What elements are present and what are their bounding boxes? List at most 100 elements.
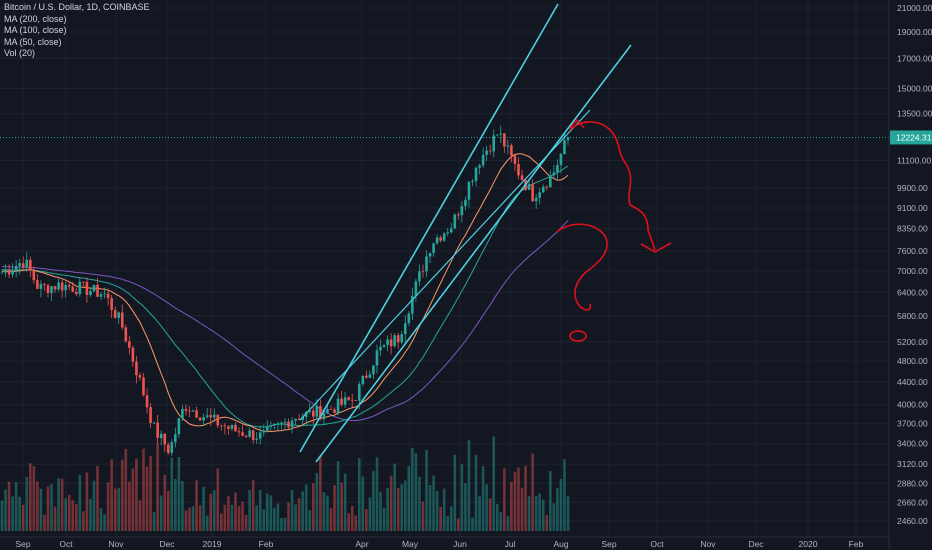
volume-bar — [21, 504, 25, 531]
candle-body — [18, 263, 21, 266]
price-axis[interactable]: 21000.00 19000.00 17000.00 15000.00 13500.00… — [890, 3, 932, 526]
red-up-marker[interactable] — [569, 118, 585, 129]
volume-bar — [393, 463, 396, 531]
grid — [0, 0, 889, 537]
candle-body — [21, 263, 25, 268]
volume-bar — [202, 486, 205, 531]
red-arrow-head[interactable] — [640, 242, 672, 253]
volume-bar — [503, 468, 506, 531]
candle-body — [319, 406, 322, 420]
candle-body — [559, 154, 563, 165]
channel-upper-line[interactable] — [299, 3, 559, 453]
candle-body — [159, 433, 163, 439]
candle-body — [273, 423, 276, 426]
candle-body — [128, 341, 131, 348]
candle-body — [425, 256, 428, 272]
candle-body — [297, 418, 301, 421]
volume-bar — [181, 481, 184, 531]
candle-body — [400, 334, 404, 343]
volume-bar — [110, 459, 113, 531]
price-tick-label: 9100.00 — [897, 203, 928, 213]
candle-body — [538, 192, 541, 198]
volume-bar — [188, 507, 191, 531]
candle-body — [350, 399, 354, 401]
candle-body — [110, 298, 113, 310]
current-price-badge — [890, 130, 932, 145]
candle-body — [541, 186, 545, 193]
legend-symbol[interactable]: Bitcoin / U.S. Dollar, 1D, COINBASE — [4, 2, 150, 12]
volume-bar — [379, 491, 382, 531]
legend-ma200[interactable]: MA (200, close) — [4, 13, 67, 24]
time-axis[interactable]: Sep Oct Nov Dec 2019 Feb Apr May Jun Jul Aug Sep Oct… — [15, 539, 863, 549]
candle-body — [566, 137, 570, 141]
candle-body — [241, 432, 244, 436]
volume-bar — [67, 494, 71, 531]
candle-body — [474, 167, 478, 182]
candle-body — [280, 422, 283, 424]
candle-body — [411, 295, 414, 314]
drawings[interactable] — [299, 3, 672, 463]
volume-bar — [382, 507, 386, 531]
candle-body — [393, 335, 396, 347]
volume-bar — [195, 480, 198, 531]
candle-body — [244, 435, 248, 437]
price-tick-label: 2880.00 — [897, 478, 928, 488]
candle-body — [64, 285, 67, 291]
price-tick-label: 19000.00 — [897, 27, 932, 37]
volume-bar — [103, 514, 106, 531]
candle-body — [39, 284, 43, 289]
volume-bar — [273, 507, 276, 531]
price-tick-label: 5800.00 — [897, 311, 928, 321]
candle-body — [234, 424, 237, 432]
candle-body — [36, 280, 39, 289]
candle-body — [432, 243, 435, 253]
channel-middle-line[interactable] — [315, 44, 632, 463]
candle-body — [545, 186, 549, 188]
volume-bar — [276, 503, 280, 531]
legend-ma50[interactable]: MA (50, close) — [4, 36, 62, 47]
channel-lower-line[interactable] — [299, 109, 591, 421]
red-arrow-path[interactable] — [569, 121, 656, 251]
volume-bar — [283, 517, 287, 531]
volume-bar — [460, 464, 464, 531]
volume-bar — [237, 506, 241, 531]
time-tick-label: Dec — [748, 539, 764, 549]
price-tick-label: 15000.00 — [897, 83, 932, 93]
question-mark-dot[interactable] — [569, 330, 587, 342]
volume-bar — [350, 505, 354, 531]
candle-body — [389, 339, 393, 347]
time-tick-label: Jul — [505, 539, 516, 549]
volume-bar — [322, 492, 326, 531]
legend-vol[interactable]: Vol (20) — [4, 48, 36, 58]
volume-bar — [53, 506, 57, 531]
candle-body — [495, 134, 499, 136]
candle-body — [365, 375, 368, 378]
question-mark-curve[interactable] — [556, 223, 608, 311]
candle-body — [14, 265, 18, 271]
price-tick-label: 5200.00 — [897, 337, 928, 347]
volume-bars — [0, 436, 570, 531]
candle-body — [467, 182, 471, 200]
volume-bar — [545, 515, 549, 531]
volume-bar — [46, 486, 50, 531]
legend-ma100[interactable]: MA (100, close) — [4, 25, 67, 35]
volume-bar — [262, 509, 266, 531]
candle-body — [379, 346, 382, 351]
volume-bar — [138, 500, 142, 531]
candle-body — [439, 237, 442, 241]
volume-bar — [549, 471, 552, 531]
volume-bar — [32, 466, 36, 531]
volume-bar — [124, 448, 128, 531]
candle-body — [209, 415, 213, 418]
volume-bar — [170, 457, 174, 531]
candle-body — [336, 398, 340, 414]
candle-body — [131, 347, 135, 362]
candle-body — [32, 270, 36, 281]
candle-body — [138, 375, 142, 378]
candle-body — [552, 172, 556, 176]
candle-body — [220, 425, 223, 427]
volume-bar — [354, 515, 358, 531]
volume-bar — [563, 459, 566, 531]
volume-bar — [14, 482, 18, 531]
